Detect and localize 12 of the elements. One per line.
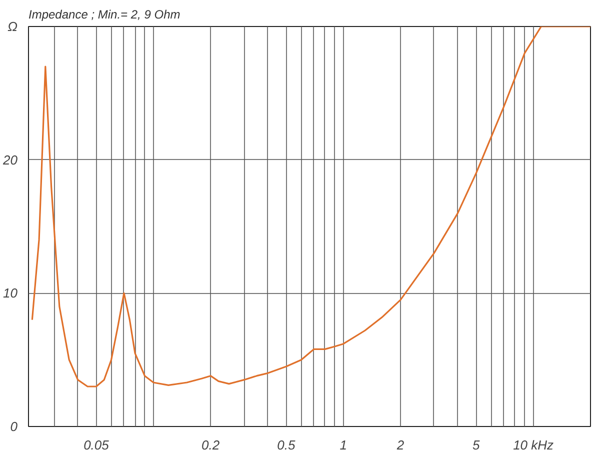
y-tick-label: 10 — [3, 286, 18, 301]
x-tick-label: 0.2 — [202, 438, 220, 452]
x-tick-label: 5 — [472, 438, 481, 452]
chart-title: Impedance ; Min.= 2, 9 Ohm — [28, 8, 180, 22]
y-tick-label: 0 — [10, 419, 18, 434]
x-tick-label: 0.5 — [277, 438, 296, 452]
x-tick-label: 1 — [340, 438, 347, 452]
x-tick-label: 10 kHz — [513, 438, 554, 452]
y-tick-label: Ω — [8, 19, 18, 34]
x-tick-label: 0.05 — [84, 438, 110, 452]
x-tick-label: 2 — [396, 438, 405, 452]
y-tick-label: 20 — [2, 152, 18, 168]
